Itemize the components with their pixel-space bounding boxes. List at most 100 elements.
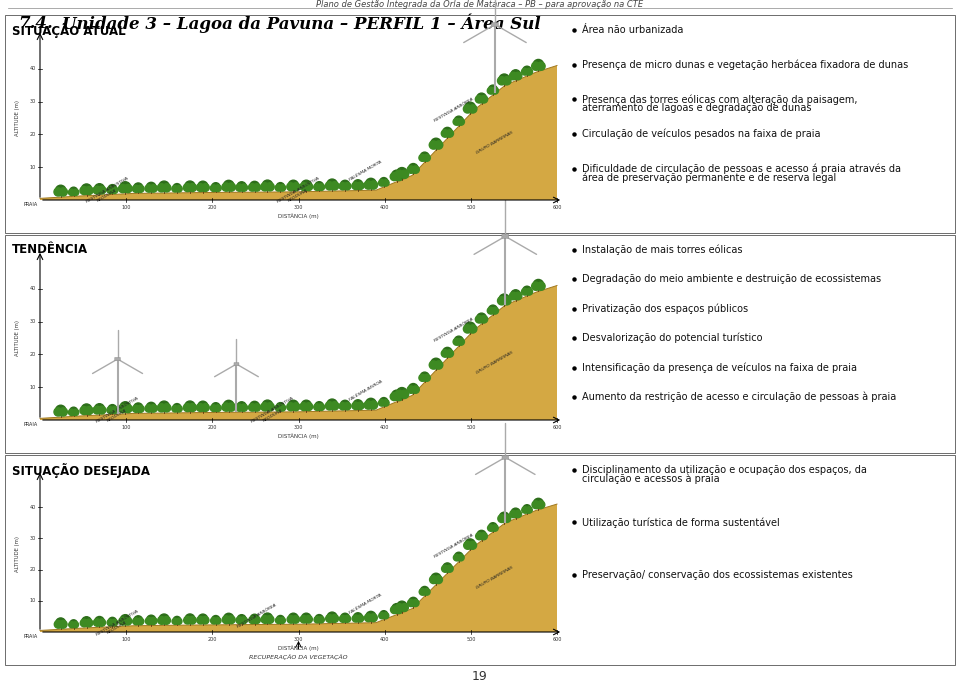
Text: 30: 30	[30, 319, 36, 324]
Circle shape	[429, 576, 438, 583]
Circle shape	[145, 617, 153, 624]
Circle shape	[396, 170, 403, 178]
Text: aterramento de lagoas e degradação de dunas: aterramento de lagoas e degradação de du…	[582, 103, 811, 113]
Circle shape	[188, 404, 197, 412]
Text: 40: 40	[30, 505, 36, 510]
Circle shape	[224, 400, 234, 411]
Circle shape	[176, 186, 182, 192]
Circle shape	[250, 614, 259, 624]
Circle shape	[339, 182, 347, 190]
Circle shape	[198, 181, 207, 191]
Circle shape	[197, 184, 204, 191]
Text: Circulação de veículos pesados na faixa de praia: Circulação de veículos pesados na faixa …	[582, 129, 821, 139]
Circle shape	[300, 615, 307, 623]
Circle shape	[72, 409, 79, 415]
Circle shape	[158, 401, 169, 412]
Circle shape	[454, 336, 463, 345]
Circle shape	[69, 622, 75, 628]
Circle shape	[315, 402, 324, 410]
Circle shape	[56, 185, 66, 195]
Circle shape	[392, 170, 402, 180]
Circle shape	[533, 59, 543, 70]
Circle shape	[465, 102, 475, 113]
Text: PRAIA: PRAIA	[24, 422, 38, 427]
Circle shape	[423, 374, 430, 381]
Circle shape	[228, 183, 235, 191]
Circle shape	[352, 182, 359, 189]
Circle shape	[305, 403, 313, 410]
Circle shape	[442, 350, 448, 357]
Text: Unidade 3 – Lagoa da Pavuna – PERFIL 1 – Área Sul: Unidade 3 – Lagoa da Pavuna – PERFIL 1 –…	[62, 13, 540, 33]
Circle shape	[396, 606, 403, 613]
Circle shape	[532, 62, 540, 70]
Text: 100: 100	[122, 637, 131, 642]
Circle shape	[305, 615, 312, 623]
Circle shape	[108, 617, 116, 626]
Text: Plano de Gestão Integrada da Orla de Mataraca – PB – para aprovação na CTE: Plano de Gestão Integrada da Orla de Mat…	[317, 0, 643, 9]
Text: DISTÂNCIA (m): DISTÂNCIA (m)	[278, 645, 319, 651]
Circle shape	[380, 398, 388, 406]
Circle shape	[98, 619, 106, 626]
Circle shape	[80, 186, 88, 195]
Circle shape	[510, 72, 517, 80]
Bar	[5, 15, 955, 233]
Circle shape	[435, 361, 443, 369]
Circle shape	[488, 525, 494, 531]
Circle shape	[223, 616, 230, 624]
Circle shape	[305, 182, 313, 191]
Circle shape	[370, 181, 377, 189]
Circle shape	[390, 393, 398, 401]
Circle shape	[537, 501, 544, 509]
Circle shape	[446, 565, 453, 572]
Circle shape	[85, 186, 93, 195]
Circle shape	[396, 173, 403, 180]
Circle shape	[352, 402, 359, 410]
Circle shape	[480, 316, 488, 323]
Text: 20: 20	[30, 352, 36, 357]
Circle shape	[420, 589, 426, 595]
Circle shape	[262, 613, 273, 623]
Circle shape	[157, 617, 165, 624]
Polygon shape	[40, 504, 557, 632]
Circle shape	[488, 87, 494, 94]
Circle shape	[288, 400, 299, 410]
Circle shape	[314, 404, 321, 410]
Circle shape	[443, 348, 452, 357]
Text: Área não urbanizada: Área não urbanizada	[582, 25, 684, 35]
Circle shape	[521, 507, 528, 513]
Circle shape	[521, 288, 528, 295]
Circle shape	[222, 183, 230, 191]
Text: 20: 20	[30, 132, 36, 137]
Circle shape	[356, 182, 364, 189]
Text: Dificuldade de circulação de pessoas e acesso á praia através da: Dificuldade de circulação de pessoas e a…	[582, 164, 901, 174]
Circle shape	[396, 167, 407, 178]
Circle shape	[159, 614, 169, 624]
Text: 200: 200	[207, 205, 217, 210]
Bar	[5, 235, 955, 453]
Circle shape	[70, 619, 78, 628]
Circle shape	[475, 316, 483, 323]
Circle shape	[489, 522, 497, 531]
Circle shape	[315, 182, 324, 190]
Circle shape	[108, 619, 113, 626]
Text: 100: 100	[122, 205, 131, 210]
Circle shape	[392, 390, 402, 400]
Circle shape	[173, 616, 180, 624]
Circle shape	[124, 184, 132, 193]
Circle shape	[468, 104, 477, 113]
Text: RESTINGA ARBUSTIVA: RESTINGA ARBUSTIVA	[251, 396, 295, 424]
Circle shape	[396, 393, 403, 401]
Circle shape	[489, 305, 497, 313]
Circle shape	[366, 398, 376, 408]
Text: 600: 600	[552, 205, 562, 210]
Circle shape	[249, 617, 256, 624]
Circle shape	[150, 617, 157, 624]
Circle shape	[365, 614, 372, 622]
Circle shape	[69, 187, 78, 195]
Circle shape	[197, 404, 204, 411]
Circle shape	[314, 617, 321, 623]
Circle shape	[93, 406, 101, 414]
Circle shape	[107, 407, 113, 413]
Circle shape	[85, 619, 93, 627]
Text: RESTINGA ARBUSTIVA: RESTINGA ARBUSTIVA	[276, 176, 321, 204]
